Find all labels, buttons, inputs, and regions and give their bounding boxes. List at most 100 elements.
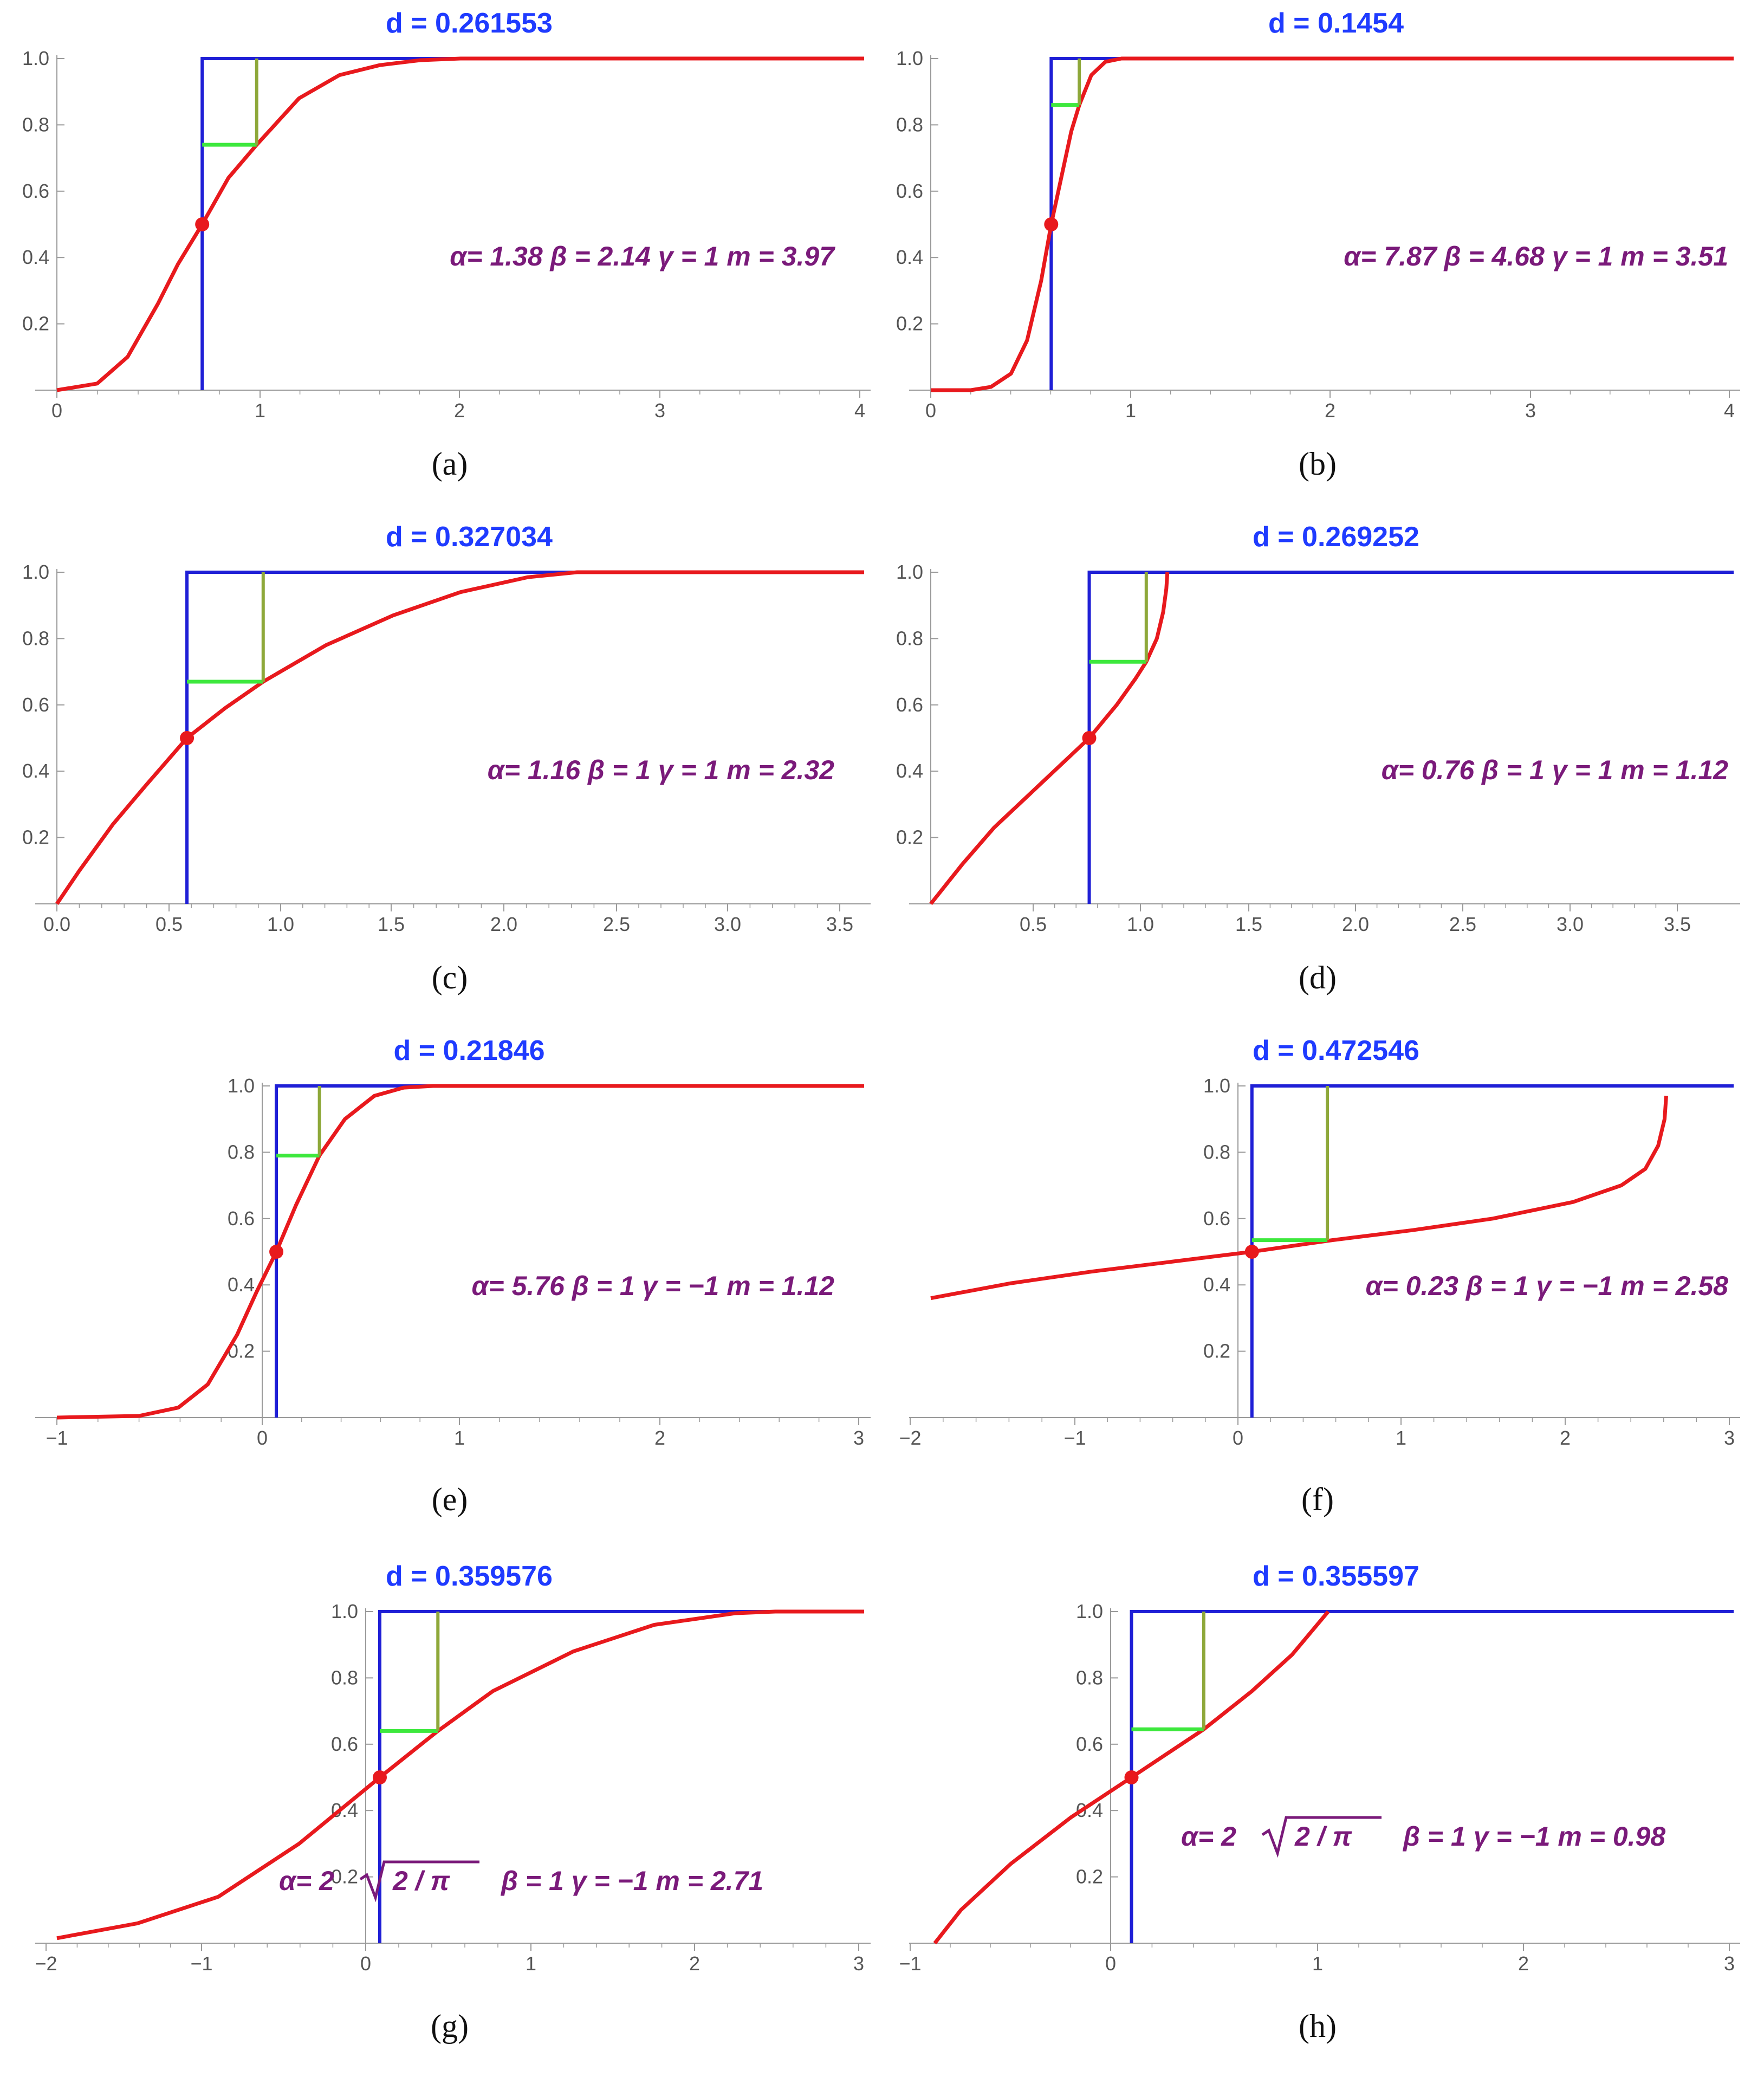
chart-panel-a: 0 1 2 3 4 0.2 0.4 0.6 0.8 1.0 d = 0.261553 α= 1.38 …	[22, 8, 871, 422]
y-tick-label: 0.4	[22, 246, 49, 268]
cdf-curve	[56, 56, 864, 392]
y-tick-label: 0.6	[228, 1207, 255, 1230]
annotation-suffix: β = 1 γ = −1 m = 2.71	[500, 1866, 763, 1896]
x-tick-label: −1	[899, 1952, 921, 1975]
sqrt-radicand: 2 / π	[392, 1866, 450, 1896]
y-tick-label: 0.6	[331, 1733, 358, 1755]
sqrt-sign	[359, 1860, 479, 1903]
y-tick-label: 0.6	[896, 694, 923, 716]
x-tick-label: 3	[654, 399, 665, 422]
cdf-curve	[931, 56, 1734, 392]
x-tick-label: 1	[1125, 399, 1136, 422]
x-tick-label: 1.0	[1127, 913, 1154, 935]
median-point	[195, 217, 210, 231]
panel-caption: (h)	[1299, 2008, 1337, 2044]
y-tick-label: 0.6	[1076, 1733, 1103, 1755]
panel-caption: (f)	[1301, 1482, 1334, 1517]
panel-caption: (e)	[431, 1482, 468, 1517]
y-tick-label: 0.2	[1076, 1866, 1103, 1888]
parameter-annotation: α= 2 2 / π β = 1 γ = −1 m = 0.98	[1181, 1816, 1665, 1858]
panel-title: d = 0.472546	[1253, 1035, 1419, 1066]
y-tick-label: 0.4	[896, 246, 923, 268]
x-tick-label: 0	[51, 399, 62, 422]
y-tick-label: 1.0	[1203, 1075, 1230, 1097]
x-tick-label: 1	[255, 399, 265, 422]
y-tick-label: 0.6	[896, 180, 923, 202]
y-tick-label: 0.8	[1203, 1141, 1230, 1163]
y-tick-label: 1.0	[896, 561, 923, 583]
alpha-prefix: α= 2	[279, 1866, 334, 1896]
panel-title: d = 0.261553	[386, 8, 553, 39]
cdf-curve	[56, 1084, 864, 1420]
y-tick-label: 0.2	[896, 313, 923, 335]
x-tick-label: 2	[1560, 1427, 1571, 1449]
y-tick-label: 0.8	[22, 113, 49, 135]
panel-title: d = 0.269252	[1253, 521, 1419, 553]
x-tick-label: 2	[689, 1952, 700, 1975]
parameter-annotation: α= 0.23 β = 1 γ = −1 m = 2.58	[1366, 1271, 1729, 1301]
median-point	[1244, 1245, 1259, 1259]
x-tick-label: −1	[1063, 1427, 1086, 1449]
x-tick-label: 1	[1396, 1427, 1406, 1449]
x-tick-label: 3	[853, 1952, 864, 1975]
cdf-curve	[56, 1609, 864, 1940]
panel-caption: (d)	[1299, 960, 1337, 995]
parameter-annotation: α= 1.38 β = 2.14 γ = 1 m = 3.97	[450, 241, 835, 271]
x-tick-label: 3	[1525, 399, 1536, 422]
x-tick-label: 3.5	[826, 913, 853, 935]
x-tick-label: 2.5	[1449, 913, 1476, 935]
y-tick-label: 0.4	[896, 760, 923, 782]
y-tick-label: 0.2	[22, 826, 49, 849]
y-tick-label: 0.8	[1076, 1666, 1103, 1689]
step-function	[1130, 1610, 1734, 1943]
x-tick-label: 3	[1724, 1952, 1735, 1975]
panel-caption: (g)	[431, 2008, 469, 2044]
chart-panel-f: −2 −1 0 1 2 3 0.2 0.4 0.6 0.8 1.0 d = 0.472546 α= 0.…	[899, 1035, 1740, 1449]
y-tick-label: 1.0	[22, 47, 49, 69]
x-tick-label: 0	[360, 1952, 371, 1975]
parameter-annotation: α= 0.76 β = 1 γ = 1 m = 1.12	[1382, 755, 1728, 785]
x-tick-label: 1.5	[378, 913, 405, 935]
median-point	[1082, 731, 1097, 745]
chart-panel-g: −2 −1 0 1 2 3 0.2 0.4 0.6 0.8 1.0 d = 0.359576 α= 2 2…	[35, 1561, 871, 1975]
y-tick-label: 0.4	[1203, 1273, 1230, 1296]
chart-panel-d: 0.5 1.0 1.5 2.0 2.5 3.0 3.5 0.2 0.4 0.6 0.8 1.0 d = …	[896, 521, 1740, 935]
y-tick-label: 1.0	[331, 1600, 358, 1622]
y-tick-label: 0.8	[228, 1141, 255, 1163]
y-tick-label: 1.0	[228, 1075, 255, 1097]
step-function	[200, 57, 864, 390]
panel-caption: (c)	[431, 960, 468, 995]
cdf-curve	[930, 1096, 1668, 1301]
x-tick-label: 3	[853, 1427, 864, 1449]
x-tick-label: −2	[899, 1427, 921, 1449]
y-tick-label: 1.0	[22, 561, 49, 583]
x-tick-label: 2	[1518, 1952, 1529, 1975]
x-tick-label: 3.5	[1664, 913, 1691, 935]
cdf-curve	[929, 572, 1170, 905]
y-tick-label: 0.4	[22, 760, 49, 782]
step-function	[185, 571, 864, 904]
y-tick-label: 0.2	[331, 1866, 358, 1888]
x-tick-label: 4	[854, 399, 865, 422]
panel-title: d = 0.359576	[386, 1561, 553, 1592]
y-tick-label: 1.0	[1076, 1600, 1103, 1622]
alpha-prefix: α= 2	[1181, 1821, 1236, 1852]
x-tick-label: 2.5	[603, 913, 630, 935]
x-tick-label: 3	[1724, 1427, 1735, 1449]
x-tick-label: 2.0	[490, 913, 517, 935]
y-tick-label: 0.6	[1203, 1207, 1230, 1230]
y-tick-label: 0.6	[22, 180, 49, 202]
panel-title: d = 0.327034	[386, 521, 553, 553]
x-tick-label: −1	[190, 1952, 212, 1975]
x-tick-label: −2	[35, 1952, 57, 1975]
panel-caption: (a)	[431, 446, 468, 482]
y-tick-label: 0.6	[22, 694, 49, 716]
chart-panel-c: 0.0 0.5 1.0 1.5 2.0 2.5 3.0 3.5 0.2 0.4 0.6 0.8 1.0 d…	[22, 521, 871, 935]
parameter-annotation: α= 2 2 / π β = 1 γ = −1 m = 2.71	[279, 1860, 763, 1903]
x-tick-label: 0	[1233, 1427, 1243, 1449]
panel-caption: (b)	[1299, 446, 1337, 482]
x-tick-label: 1	[454, 1427, 465, 1449]
y-tick-label: 0.2	[22, 313, 49, 335]
